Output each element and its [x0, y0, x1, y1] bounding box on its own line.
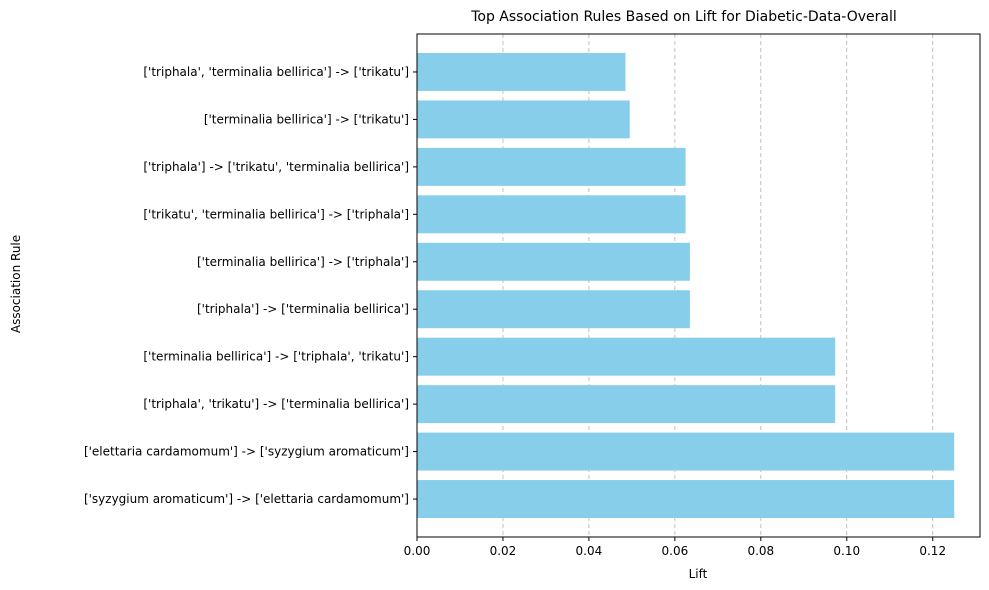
x-tick-label: 0.04	[576, 544, 603, 558]
y-tick-label: ['terminalia bellirica'] -> ['triphala']	[197, 255, 409, 269]
x-tick-label: 0.10	[833, 544, 860, 558]
bar	[417, 147, 686, 186]
x-tick-label: 0.08	[747, 544, 774, 558]
bar	[417, 432, 955, 471]
y-tick-label: ['terminalia bellirica'] -> ['trikatu']	[204, 112, 409, 126]
y-tick-label: ['triphala'] -> ['trikatu', 'terminalia …	[143, 160, 409, 174]
y-axis-ticks: ['syzygium aromaticum'] -> ['elettaria c…	[84, 65, 417, 506]
bar	[417, 100, 630, 139]
x-axis-ticks: 0.00 0.02 0.04 0.06 0.08 0.10 0.12	[404, 537, 946, 558]
y-tick-label: ['triphala', 'terminalia bellirica'] -> …	[143, 65, 409, 79]
bars	[417, 52, 955, 519]
bar	[417, 52, 626, 91]
y-axis-label: Association Rule	[9, 235, 23, 333]
bar	[417, 385, 836, 424]
x-tick-label: 0.02	[490, 544, 517, 558]
bar	[417, 337, 836, 376]
chart-title: Top Association Rules Based on Lift for …	[470, 9, 897, 25]
y-tick-label: ['terminalia bellirica'] -> ['triphala',…	[143, 350, 409, 364]
bar	[417, 480, 955, 519]
x-tick-label: 0.06	[662, 544, 689, 558]
y-tick-label: ['syzygium aromaticum'] -> ['elettaria c…	[84, 492, 409, 506]
bar	[417, 242, 690, 281]
bar	[417, 195, 686, 234]
plot-frame	[416, 33, 981, 538]
y-tick-label: ['elettaria cardamomum'] -> ['syzygium a…	[84, 445, 409, 459]
x-axis-label: Lift	[689, 567, 708, 581]
y-tick-label: ['trikatu', 'terminalia bellirica'] -> […	[143, 207, 409, 221]
bar	[417, 290, 690, 329]
y-tick-label: ['triphala', 'trikatu'] -> ['terminalia …	[143, 397, 409, 411]
x-tick-label: 0.12	[919, 544, 946, 558]
y-tick-label: ['triphala'] -> ['terminalia bellirica']	[197, 302, 409, 316]
x-tick-label: 0.00	[404, 544, 431, 558]
